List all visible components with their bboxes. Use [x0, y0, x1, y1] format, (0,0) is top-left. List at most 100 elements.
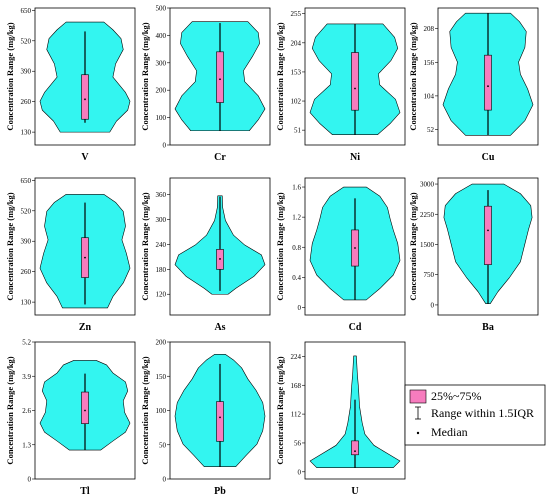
y-tick-label: 2.6 [22, 407, 31, 415]
y-tick-label: 0 [298, 304, 302, 312]
y-tick-label: 1.2 [292, 214, 301, 222]
y-tick-label: 224 [291, 353, 302, 361]
y-tick-label: 400 [156, 32, 167, 40]
y-axis-label: Concentration Range (mg/kg) [275, 192, 285, 300]
y-axis-label: Concentration Range (mg/kg) [140, 356, 150, 464]
y-tick-label: 5.2 [22, 339, 31, 347]
y-tick-label: 390 [21, 238, 32, 246]
element-label: V [81, 152, 89, 163]
y-tick-label: 153 [291, 68, 302, 76]
panel-cu: 52 104 156 208 Concentration Range (mg/kg) Cu [408, 7, 539, 163]
median-dot [219, 258, 221, 260]
legend: 25%~75% Range within 1.5IQR Median [404, 384, 546, 446]
y-tick-label: 56 [294, 439, 302, 447]
y-axis-label: Concentration Range (mg/kg) [275, 356, 285, 464]
iqr-box [216, 401, 224, 442]
y-tick-label: 3.9 [22, 373, 31, 381]
legend-median-swatch [416, 431, 420, 435]
y-axis-label: Concentration Range (mg/kg) [140, 22, 150, 130]
y-tick-label: 51 [294, 127, 302, 135]
plot-frame [304, 177, 406, 316]
iqr-box [81, 74, 89, 120]
plot-frame [169, 7, 271, 146]
y-tick-label: 650 [21, 177, 32, 185]
legend-box-swatch [409, 389, 427, 404]
element-label: Zn [79, 322, 92, 333]
median-dot [219, 78, 221, 81]
median-dot [354, 450, 356, 453]
y-tick-label: 0.8 [292, 244, 301, 252]
panel-u: 0 56 112 168 224 Concentration Range (mg/kg) U [275, 341, 406, 497]
y-axis-label: Concentration Range (mg/kg) [5, 192, 15, 300]
y-tick-label: 200 [156, 339, 167, 347]
iqr-box [484, 54, 492, 111]
y-tick-label: 240 [156, 241, 167, 249]
panel-pb: 0 50 100 150 200 Concentration Range (mg/kg) P… [140, 339, 271, 497]
y-tick-label: 100 [156, 114, 167, 122]
y-tick-label: 120 [156, 291, 167, 299]
legend-label-box: 25%~75% [431, 389, 481, 403]
y-tick-label: 130 [21, 129, 32, 137]
element-label: Cr [214, 152, 226, 163]
y-tick-label: 112 [291, 411, 302, 419]
y-tick-label: 390 [21, 68, 32, 76]
legend-frame [404, 384, 546, 446]
median-dot [84, 256, 86, 259]
y-axis-label: Concentration Range (mg/kg) [5, 22, 15, 130]
legend-label-median: Median [431, 425, 468, 439]
panel-tl: 0 1.3 2.6 3.9 5.2 Concentration Range (mg/kg)… [5, 339, 136, 497]
plot-frame [304, 7, 406, 146]
y-tick-label: 520 [21, 207, 32, 215]
iqr-box [484, 205, 492, 265]
y-tick-label: 0 [163, 142, 167, 150]
y-tick-label: 260 [21, 98, 32, 106]
iqr-box [351, 440, 359, 456]
y-tick-label: 50 [159, 441, 167, 449]
y-tick-label: 52 [427, 126, 435, 134]
median-dot [354, 247, 356, 249]
y-tick-label: 0 [298, 468, 302, 476]
y-axis-label: Concentration Range (mg/kg) [408, 192, 418, 300]
element-label: Ni [350, 152, 360, 163]
median-dot [354, 87, 356, 90]
panel-cd: 0 0.4 0.8 1.2 1.6 Concentration Range (mg/kg)… [275, 177, 406, 333]
y-tick-label: 130 [21, 299, 32, 307]
y-tick-label: 156 [424, 59, 435, 67]
y-tick-label: 750 [424, 271, 435, 279]
y-tick-label: 102 [291, 98, 302, 106]
y-tick-label: 0 [163, 476, 167, 484]
median-dot [219, 416, 221, 419]
panel-cr: 0 100 200 300 400 500 Concentration Range (mg/… [140, 5, 271, 163]
iqr-box [216, 51, 224, 103]
y-tick-label: 520 [21, 37, 32, 45]
y-tick-label: 208 [424, 25, 435, 33]
y-tick-label: 100 [156, 407, 167, 415]
plot-frame [34, 7, 136, 146]
y-axis-label: Concentration Range (mg/kg) [140, 192, 150, 300]
y-tick-label: 1.6 [292, 184, 301, 192]
plot-frame [437, 7, 539, 146]
plot-frame [169, 177, 271, 316]
iqr-box [81, 391, 89, 424]
y-tick-label: 360 [156, 191, 167, 199]
y-tick-label: 180 [156, 266, 167, 274]
median-dot [84, 98, 86, 101]
y-tick-label: 1.3 [22, 441, 31, 449]
y-tick-label: 255 [291, 10, 302, 18]
y-tick-label: 0 [28, 476, 32, 484]
y-tick-label: 3000 [420, 181, 435, 189]
y-axis-label: Concentration Range (mg/kg) [275, 22, 285, 130]
panel-ni: 51 102 153 204 255 Concentration Range (mg/kg… [275, 7, 406, 163]
y-tick-label: 0 [431, 301, 435, 309]
y-tick-label: 150 [156, 373, 167, 381]
element-label: As [214, 322, 225, 333]
element-label: Ba [482, 322, 494, 333]
y-tick-label: 2250 [420, 211, 435, 219]
y-tick-label: 104 [424, 92, 435, 100]
y-tick-label: 200 [156, 87, 167, 95]
y-axis-label: Concentration Range (mg/kg) [408, 22, 418, 130]
y-tick-label: 300 [156, 216, 167, 224]
plot-frame [437, 177, 539, 316]
